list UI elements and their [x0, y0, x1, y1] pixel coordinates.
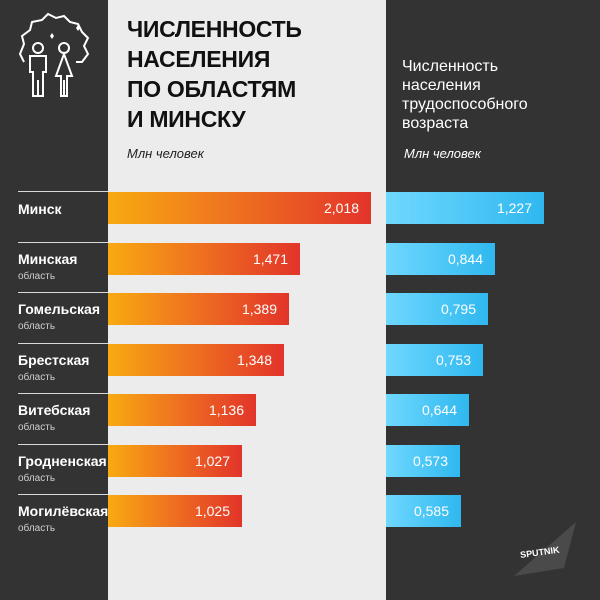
category-label: Витебская — [18, 402, 91, 418]
working-age-value-label: 0,795 — [440, 301, 476, 317]
chart-title-line: И МИНСКУ — [127, 106, 246, 132]
category-sublabel: область — [18, 523, 56, 534]
working-age-bar: 0,844 — [386, 242, 495, 275]
category-sublabel: область — [18, 321, 56, 332]
category-sublabel: область — [18, 422, 56, 433]
population-bar: 1,389 — [108, 293, 289, 325]
working-age-bar: 1,227 — [386, 192, 544, 224]
working-age-value-label: 0,573 — [412, 452, 448, 469]
left-background — [0, 0, 108, 600]
category-sublabel: область — [18, 270, 56, 282]
population-bar: 1,136 — [108, 394, 256, 426]
category-label: Минская — [18, 250, 78, 267]
left-unit-label: Млн человек — [127, 146, 204, 161]
population-value-label: 1,471 — [252, 250, 288, 267]
chart-title: ЧИСЛЕННОСТЬ НАСЕЛЕНИЯ ПО ОБЛАСТЯМ И МИНС… — [127, 14, 377, 134]
population-bar: 2,018 — [108, 192, 371, 224]
working-age-value-label: 0,585 — [413, 503, 449, 519]
row-divider — [18, 342, 108, 344]
category-sublabel: область — [18, 371, 56, 383]
row-divider — [18, 393, 108, 394]
row-divider — [18, 241, 108, 243]
bar-row: Гомельская область 1,389 0,795 — [0, 292, 600, 342]
bar-row: Витебская область 1,136 0,644 — [0, 393, 600, 443]
population-value-label: 1,389 — [241, 301, 277, 317]
population-value-label: 2,018 — [323, 200, 359, 216]
population-value-label: 1,348 — [236, 351, 272, 368]
category-label: Гомельская — [18, 301, 100, 317]
population-value-label: 1,027 — [194, 452, 230, 469]
population-bar: 1,027 — [108, 444, 242, 477]
row-divider — [18, 494, 108, 495]
right-chart-title-line: населения — [402, 77, 481, 94]
chart-title-line: ЧИСЛЕННОСТЬ — [127, 16, 302, 42]
category-sublabel: область — [18, 472, 56, 484]
right-chart-title-line: трудоспособного — [402, 96, 528, 113]
working-age-value-label: 0,844 — [447, 250, 483, 267]
population-bar: 1,348 — [108, 343, 284, 376]
family-icon — [18, 12, 90, 97]
right-chart-title-line: Численность — [402, 58, 499, 75]
population-bar: 1,471 — [108, 242, 300, 275]
working-age-value-label: 0,644 — [421, 402, 457, 418]
category-label: Могилёвская — [18, 503, 109, 519]
row-divider — [18, 292, 108, 293]
chart-title-line: НАСЕЛЕНИЯ — [127, 46, 271, 72]
sputnik-logo: SPUTNIK — [514, 522, 576, 576]
right-chart-title-line: возраста — [402, 115, 469, 132]
working-age-value-label: 1,227 — [496, 200, 532, 216]
category-label: Минск — [18, 201, 62, 217]
category-label: Гродненская — [18, 452, 107, 469]
population-value-label: 1,136 — [208, 402, 244, 418]
working-age-bar: 0,585 — [386, 495, 461, 527]
population-value-label: 1,025 — [194, 503, 230, 519]
working-age-bar: 0,644 — [386, 394, 469, 426]
working-age-bar: 0,753 — [386, 343, 483, 376]
chart-title-line: ПО ОБЛАСТЯМ — [127, 76, 297, 102]
working-age-bar: 0,573 — [386, 444, 460, 477]
row-divider — [18, 443, 108, 445]
population-bar: 1,025 — [108, 495, 242, 527]
right-chart-title: Численность населения трудоспособного во… — [402, 57, 592, 133]
bar-row: Могилёвская область 1,025 0,585 — [0, 494, 600, 544]
bar-row: Минск 2,018 1,227 — [0, 191, 600, 241]
row-divider — [18, 191, 108, 192]
bar-row: Минская область 1,471 0,844 — [0, 241, 600, 292]
right-unit-label: Млн человек — [404, 146, 481, 161]
category-label: Брестская — [18, 351, 90, 368]
bar-row: Гродненская область 1,027 0,573 — [0, 443, 600, 494]
bar-row: Брестская область 1,348 0,753 — [0, 342, 600, 393]
working-age-bar: 0,795 — [386, 293, 488, 325]
working-age-value-label: 0,753 — [435, 351, 471, 368]
